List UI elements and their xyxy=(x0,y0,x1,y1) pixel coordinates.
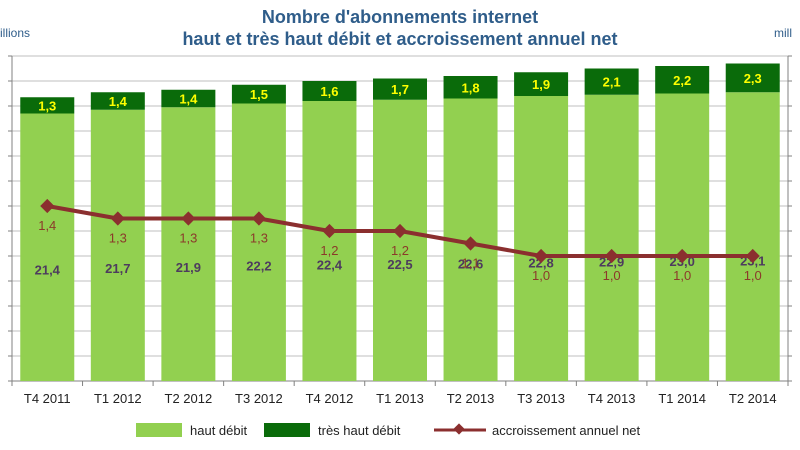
bar-haut-debit xyxy=(20,113,75,381)
line-point-accroissement xyxy=(534,248,549,264)
data-label-tres-haut-debit: 1,4 xyxy=(109,94,128,109)
right-axis-unit: mill xyxy=(774,26,792,40)
data-label-tres-haut-debit: 2,2 xyxy=(673,73,691,88)
x-tick-label: T4 2013 xyxy=(588,391,636,406)
data-label-haut-debit: 22,5 xyxy=(387,257,412,272)
data-label-accroissement: 1,0 xyxy=(673,268,691,283)
bar-tres-haut-debit xyxy=(231,84,286,104)
data-label-accroissement: 1,1 xyxy=(462,256,480,271)
line-point-accroissement xyxy=(463,236,478,251)
data-label-accroissement: 1,0 xyxy=(532,268,550,283)
line-point-accroissement xyxy=(604,248,619,264)
chart-title-line-2: haut et très haut débit et accroissement… xyxy=(182,29,618,49)
line-point-accroissement xyxy=(251,211,266,226)
bar-tres-haut-debit xyxy=(90,92,145,110)
bar-tres-haut-debit xyxy=(584,68,639,95)
x-tick-label: T4 2012 xyxy=(306,391,354,406)
legend-item-tres: très haut débit xyxy=(264,420,400,440)
bar-haut-debit xyxy=(514,96,569,381)
bar-haut-debit xyxy=(655,93,710,381)
bar-haut-debit xyxy=(90,109,145,381)
data-label-haut-debit: 22,6 xyxy=(458,256,483,271)
data-label-tres-haut-debit: 1,4 xyxy=(179,92,198,107)
data-label-haut-debit: 21,9 xyxy=(176,260,201,275)
line-point-accroissement xyxy=(392,223,408,239)
x-tick-label: T1 2014 xyxy=(658,391,706,406)
data-label-accroissement: 1,3 xyxy=(109,231,127,246)
x-tick-label: T1 2012 xyxy=(94,391,142,406)
line-point-accroissement xyxy=(745,248,760,264)
data-label-haut-debit: 22,4 xyxy=(317,257,343,272)
x-tick-label: T1 2013 xyxy=(376,391,424,406)
x-tick-label: T2 2012 xyxy=(165,391,213,406)
x-tick-label: T3 2012 xyxy=(235,391,283,406)
x-tick-label: T4 2011 xyxy=(24,391,71,406)
legend-item-line: accroissement annuel net xyxy=(434,420,640,440)
data-label-tres-haut-debit: 1,7 xyxy=(391,82,409,97)
bar-haut-debit xyxy=(231,103,286,381)
data-label-tres-haut-debit: 1,6 xyxy=(320,84,338,99)
data-label-tres-haut-debit: 1,5 xyxy=(250,87,268,102)
bar-tres-haut-debit xyxy=(302,81,357,101)
data-label-accroissement: 1,0 xyxy=(603,268,621,283)
bar-tres-haut-debit xyxy=(514,72,569,96)
legend-swatch-haut xyxy=(136,423,182,437)
legend-label-tres: très haut débit xyxy=(318,422,401,438)
data-label-haut-debit: 22,2 xyxy=(246,258,271,273)
data-label-accroissement: 1,2 xyxy=(391,243,409,258)
data-label-tres-haut-debit: 1,3 xyxy=(38,98,56,113)
line-point-accroissement xyxy=(322,223,337,239)
data-label-accroissement: 1,3 xyxy=(179,231,197,246)
data-label-haut-debit: 21,4 xyxy=(35,263,61,278)
data-label-tres-haut-debit: 1,8 xyxy=(462,80,480,95)
chart-title-line-1: Nombre d'abonnements internet xyxy=(261,7,539,27)
legend-label-haut: haut débit xyxy=(190,422,248,438)
legend-label-line: accroissement annuel net xyxy=(492,422,641,438)
bar-haut-debit xyxy=(161,107,216,381)
bar-tres-haut-debit xyxy=(20,97,75,114)
bar-haut-debit xyxy=(373,99,427,381)
data-label-accroissement: 1,0 xyxy=(744,268,762,283)
data-label-tres-haut-debit: 2,1 xyxy=(603,75,621,90)
bar-tres-haut-debit xyxy=(725,63,780,93)
x-tick-label: T3 2013 xyxy=(517,391,565,406)
x-tick-label: T2 2013 xyxy=(447,391,495,406)
bar-tres-haut-debit xyxy=(161,89,216,108)
x-tick-label: T2 2014 xyxy=(729,391,777,406)
legend-swatch-line xyxy=(434,423,486,435)
bar-haut-debit xyxy=(725,92,780,381)
data-label-tres-haut-debit: 2,3 xyxy=(744,71,762,86)
data-label-accroissement: 1,4 xyxy=(38,218,56,233)
data-label-tres-haut-debit: 1,9 xyxy=(532,77,550,92)
legend-item-haut: haut débit xyxy=(136,420,247,440)
left-axis-unit: illions xyxy=(0,26,31,40)
legend-swatch-tres xyxy=(264,423,310,437)
data-label-haut-debit: 21,7 xyxy=(105,261,130,276)
line-point-accroissement xyxy=(675,248,690,264)
bar-tres-haut-debit xyxy=(655,66,710,94)
data-label-accroissement: 1,2 xyxy=(320,243,338,258)
data-label-accroissement: 1,3 xyxy=(250,231,268,246)
bar-haut-debit xyxy=(584,94,639,381)
bar-haut-debit xyxy=(302,101,357,381)
bar-tres-haut-debit xyxy=(373,78,427,100)
line-point-accroissement xyxy=(181,211,196,226)
bar-tres-haut-debit xyxy=(443,76,498,99)
